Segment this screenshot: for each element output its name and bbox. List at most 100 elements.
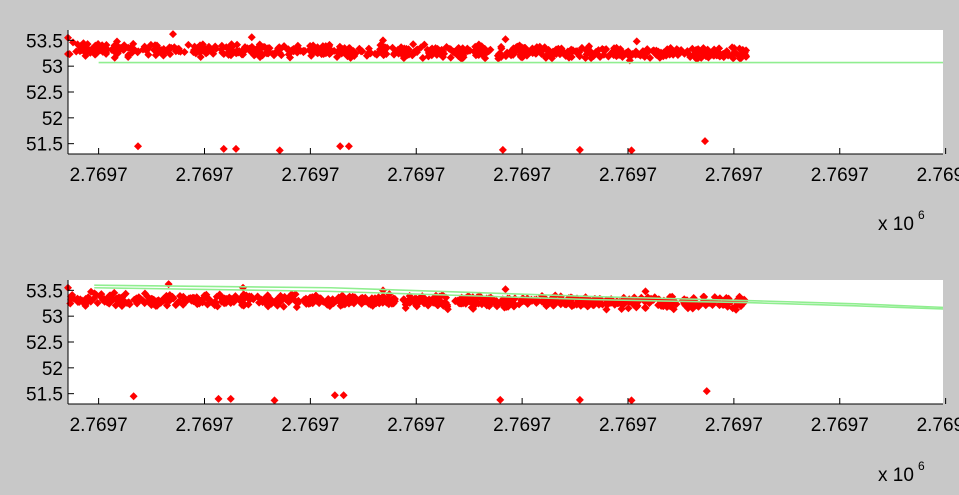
x-tick-label: 2.7697: [70, 165, 128, 186]
data-point: [641, 287, 650, 296]
data-point: [189, 297, 198, 306]
data-point: [217, 41, 226, 50]
data-point: [419, 294, 428, 303]
data-point: [599, 45, 608, 54]
x-exponent-label: x 10: [878, 214, 914, 235]
x-exponent-power: 6: [918, 208, 925, 222]
data-point: [81, 51, 90, 60]
data-point: [740, 295, 749, 304]
data-point: [211, 42, 220, 51]
data-point: [293, 299, 302, 308]
data-point: [565, 297, 574, 306]
data-point: [173, 298, 182, 307]
data-point: [573, 298, 582, 307]
data-point: [554, 47, 563, 56]
axes-frame: [67, 280, 947, 405]
x-tick-label: 2.7697: [811, 415, 869, 436]
data-point: [728, 304, 737, 313]
data-point: [689, 294, 698, 303]
data-point: [708, 50, 717, 59]
x-tick-label: 2.7697: [387, 165, 445, 186]
data-point: [449, 48, 458, 57]
x-tick-label: 2.7697: [705, 165, 763, 186]
x-tick-label: 2.7697: [493, 165, 551, 186]
plot-area: [64, 280, 944, 405]
data-point: [247, 33, 256, 42]
data-point: [428, 45, 437, 54]
data-point: [350, 51, 359, 60]
x-tick-label: 2.7697: [175, 165, 233, 186]
data-point: [657, 300, 666, 309]
data-point: [276, 298, 285, 307]
data-point: [210, 301, 219, 310]
data-point: [544, 300, 553, 309]
data-point: [83, 40, 92, 49]
data-point: [682, 301, 691, 310]
y-tick-labels: 51.5 52 52.5 53 53.5: [26, 31, 63, 155]
data-point: [344, 293, 353, 302]
data-point: [616, 47, 625, 56]
data-point: [140, 289, 149, 298]
outlier-point: [232, 144, 240, 153]
y-tick-label: 53: [42, 307, 63, 328]
data-point: [140, 42, 149, 51]
data-point: [371, 294, 380, 303]
data-point: [308, 299, 317, 308]
outlier-point: [344, 142, 353, 151]
data-point: [602, 305, 611, 314]
data-point: [719, 49, 728, 58]
data-point: [730, 44, 739, 53]
data-point: [254, 46, 263, 55]
data-point: [364, 44, 373, 53]
data-point: [501, 301, 510, 310]
data-point: [624, 304, 633, 313]
data-point: [74, 296, 83, 305]
data-point: [510, 299, 519, 308]
data-point: [493, 51, 502, 60]
data-point: [260, 298, 269, 307]
data-point: [640, 297, 649, 306]
data-point: [107, 296, 116, 305]
data-point: [412, 301, 421, 310]
data-point: [168, 292, 177, 301]
y-tick-label: 52: [42, 109, 63, 130]
data-point: [379, 36, 387, 45]
data-point: [686, 51, 695, 60]
data-point: [212, 292, 221, 301]
data-point: [602, 300, 611, 309]
data-point: [501, 35, 510, 44]
data-point: [473, 50, 482, 59]
data-point: [92, 49, 101, 58]
data-point: [169, 30, 177, 39]
data-point: [180, 48, 189, 57]
outlier-point: [330, 391, 339, 400]
data-point: [585, 47, 594, 56]
data-point: [151, 41, 160, 50]
data-point: [68, 291, 77, 300]
outlier-point: [575, 395, 584, 404]
outlier-point: [134, 142, 142, 151]
data-point: [646, 53, 655, 62]
data-point: [666, 45, 675, 54]
data-point: [557, 299, 566, 308]
data-point: [120, 44, 129, 53]
outlier-point: [339, 391, 348, 400]
y-tick-label: 53.5: [26, 31, 63, 52]
data-point: [478, 297, 487, 306]
outlier-point: [336, 142, 345, 151]
data-point: [95, 291, 104, 300]
data-point: [90, 42, 99, 51]
outlier-point: [627, 146, 636, 155]
data-point: [501, 285, 510, 294]
data-point: [474, 40, 483, 49]
data-point: [121, 289, 130, 298]
data-point: [641, 303, 650, 312]
y-tick-label: 52.5: [26, 83, 63, 104]
x-tick-label: 2.7697: [599, 165, 657, 186]
data-point: [665, 301, 674, 310]
data-point: [550, 301, 559, 310]
data-point: [728, 50, 737, 59]
data-point: [107, 45, 116, 54]
data-point: [124, 51, 133, 60]
